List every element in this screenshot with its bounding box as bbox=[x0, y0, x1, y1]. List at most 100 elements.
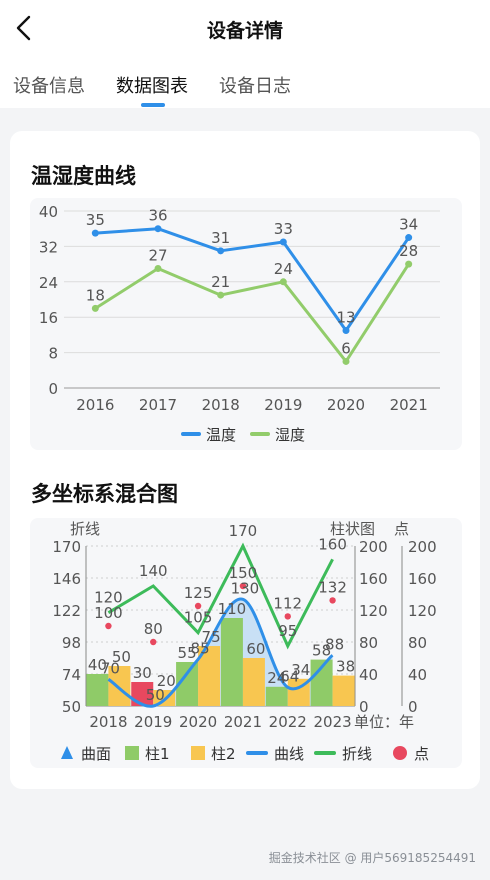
data-label: 38 bbox=[336, 658, 355, 676]
data-label: 60 bbox=[246, 640, 265, 658]
data-label: 85 bbox=[191, 639, 210, 657]
scatter-point bbox=[150, 638, 157, 646]
scatter-point bbox=[194, 602, 202, 610]
data-label: 170 bbox=[229, 522, 258, 540]
legend-label: 折线 bbox=[342, 745, 372, 763]
legend-label: 曲面 bbox=[81, 745, 111, 763]
data-point bbox=[342, 326, 350, 334]
x-tick-label: 2018 bbox=[202, 396, 240, 414]
right-y-tick-label: 160 bbox=[359, 570, 388, 588]
x-tick-label: 2021 bbox=[390, 396, 428, 414]
y-tick-label: 16 bbox=[39, 309, 58, 327]
left-y-tick-label: 122 bbox=[52, 602, 81, 620]
legend-swatch bbox=[125, 746, 139, 760]
data-label: 27 bbox=[148, 247, 167, 265]
legend-swatch bbox=[246, 751, 268, 755]
bar-series1 bbox=[310, 659, 333, 706]
data-label: 20 bbox=[157, 672, 176, 690]
legend-label: 湿度 bbox=[275, 426, 305, 444]
x-tick-label: 2020 bbox=[327, 396, 365, 414]
y-tick-label: 8 bbox=[48, 345, 58, 363]
watermark-text: 掘金技术社区 @ 用户569185254491 bbox=[268, 851, 476, 865]
bar-series1 bbox=[176, 662, 199, 706]
x-tick-label: 2019 bbox=[134, 713, 172, 731]
legend-label: 点 bbox=[414, 745, 429, 763]
data-label: 18 bbox=[86, 286, 105, 304]
data-point bbox=[405, 260, 413, 268]
outer-y-tick-label: 120 bbox=[408, 602, 437, 620]
data-point bbox=[279, 278, 287, 286]
left-y-tick-label: 170 bbox=[52, 538, 81, 556]
x-tick-label: 2016 bbox=[76, 396, 114, 414]
x-tick-label: 2017 bbox=[139, 396, 177, 414]
area-fill bbox=[108, 599, 333, 707]
tab-active-indicator bbox=[141, 103, 165, 107]
data-point bbox=[154, 225, 162, 233]
data-label: 31 bbox=[211, 229, 230, 247]
data-point bbox=[405, 234, 413, 242]
series-line-temperature bbox=[95, 227, 410, 332]
tab-data-chart[interactable]: 数据图表 bbox=[116, 76, 188, 97]
chart1-title: 温湿度曲线 bbox=[31, 164, 136, 188]
y-tick-label: 24 bbox=[39, 274, 58, 292]
left-axis-title: 折线 bbox=[70, 520, 100, 538]
tab-device-info[interactable]: 设备信息 bbox=[13, 76, 85, 97]
legend-swatch bbox=[393, 746, 407, 760]
x-tick-label: 2020 bbox=[179, 713, 217, 731]
legend-label: 柱2 bbox=[211, 745, 236, 763]
scatter-point bbox=[239, 582, 247, 590]
chart2-title: 多坐标系混合图 bbox=[31, 482, 178, 506]
bar-series2 bbox=[332, 675, 355, 706]
legend-swatch bbox=[250, 432, 270, 436]
y-tick-label: 40 bbox=[39, 203, 58, 221]
chart1-background bbox=[30, 198, 462, 450]
x-tick-label: 2022 bbox=[269, 713, 307, 731]
data-point bbox=[342, 357, 350, 365]
tab-device-log[interactable]: 设备日志 bbox=[219, 76, 291, 97]
x-tick-label: 2019 bbox=[264, 396, 302, 414]
data-label: 58 bbox=[312, 642, 331, 660]
data-label: 13 bbox=[336, 308, 355, 326]
bar-series1 bbox=[265, 686, 288, 706]
data-label: 95 bbox=[278, 622, 297, 640]
back-arrow-icon[interactable] bbox=[12, 14, 36, 42]
legend-swatch bbox=[191, 746, 205, 760]
right-y-tick-label: 80 bbox=[359, 634, 378, 652]
left-y-tick-label: 74 bbox=[62, 666, 81, 684]
outer-y-tick-label: 0 bbox=[408, 698, 418, 716]
data-point bbox=[91, 229, 99, 237]
page-title: 设备详情 bbox=[206, 20, 283, 42]
nav-bar: 设备详情 bbox=[0, 0, 490, 56]
data-label: 130 bbox=[231, 579, 260, 597]
series-line-humidity bbox=[94, 263, 410, 363]
outer-y-tick-label: 80 bbox=[408, 634, 427, 652]
legend-label: 温度 bbox=[206, 426, 236, 444]
data-label: 120 bbox=[94, 589, 123, 607]
data-label: 34 bbox=[399, 216, 418, 234]
tab-bar: 设备信息 数据图表 设备日志 bbox=[0, 56, 490, 108]
data-label: 112 bbox=[273, 594, 302, 612]
data-point bbox=[217, 291, 225, 299]
left-y-tick-label: 50 bbox=[62, 698, 81, 716]
chart1-svg: 0 8 16 24 32 40 2016 2017 2018 2019 2020 2021 35 36 31… bbox=[39, 203, 440, 444]
data-label: 33 bbox=[274, 220, 293, 238]
legend-label: 曲线 bbox=[274, 745, 304, 763]
curve-line bbox=[107, 597, 334, 708]
right-y-tick-label: 40 bbox=[359, 666, 378, 684]
data-label: 70 bbox=[101, 659, 120, 677]
x-tick-label: 2018 bbox=[89, 713, 127, 731]
data-point bbox=[279, 238, 287, 246]
legend-label: 柱1 bbox=[145, 745, 170, 763]
left-y-tick-label: 146 bbox=[52, 570, 81, 588]
data-label: 64 bbox=[280, 667, 299, 685]
bar-series2 bbox=[198, 646, 221, 706]
data-label: 34 bbox=[291, 661, 310, 679]
right-y-tick-label: 200 bbox=[359, 538, 388, 556]
data-label: 55 bbox=[178, 644, 197, 662]
data-label: 125 bbox=[184, 584, 213, 602]
scatter-point bbox=[284, 613, 291, 620]
right-y-tick-label: 0 bbox=[359, 698, 369, 716]
left-y-tick-label: 98 bbox=[62, 634, 81, 652]
data-label: 80 bbox=[144, 620, 163, 638]
y-tick-label: 32 bbox=[39, 238, 58, 256]
